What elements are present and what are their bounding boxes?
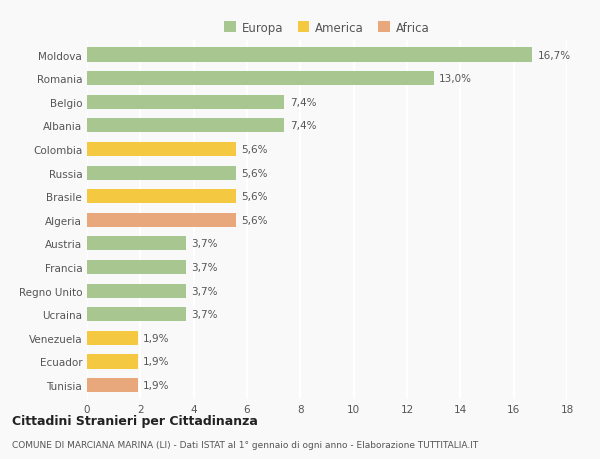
Text: Cittadini Stranieri per Cittadinanza: Cittadini Stranieri per Cittadinanza	[12, 414, 258, 428]
Text: 7,4%: 7,4%	[290, 121, 316, 131]
Bar	[87, 308, 185, 322]
Text: 5,6%: 5,6%	[242, 215, 268, 225]
Bar	[87, 72, 434, 86]
Text: 5,6%: 5,6%	[242, 145, 268, 155]
Bar	[87, 284, 185, 298]
Bar	[87, 378, 137, 392]
Bar	[87, 331, 137, 345]
Text: 1,9%: 1,9%	[143, 333, 170, 343]
Bar	[87, 143, 236, 157]
Text: 16,7%: 16,7%	[538, 50, 571, 61]
Bar	[87, 354, 137, 369]
Text: 5,6%: 5,6%	[242, 168, 268, 178]
Bar	[87, 119, 284, 133]
Bar	[87, 48, 532, 62]
Legend: Europa, America, Africa: Europa, America, Africa	[220, 17, 434, 39]
Bar	[87, 237, 185, 251]
Bar	[87, 95, 284, 110]
Bar	[87, 213, 236, 227]
Bar	[87, 190, 236, 204]
Text: COMUNE DI MARCIANA MARINA (LI) - Dati ISTAT al 1° gennaio di ogni anno - Elabora: COMUNE DI MARCIANA MARINA (LI) - Dati IS…	[12, 441, 478, 449]
Text: 3,7%: 3,7%	[191, 239, 218, 249]
Text: 7,4%: 7,4%	[290, 98, 316, 107]
Text: 1,9%: 1,9%	[143, 357, 170, 367]
Bar	[87, 166, 236, 180]
Text: 13,0%: 13,0%	[439, 74, 472, 84]
Text: 5,6%: 5,6%	[242, 192, 268, 202]
Text: 3,7%: 3,7%	[191, 263, 218, 273]
Text: 3,7%: 3,7%	[191, 309, 218, 319]
Text: 1,9%: 1,9%	[143, 380, 170, 390]
Text: 3,7%: 3,7%	[191, 286, 218, 296]
Bar	[87, 260, 185, 274]
